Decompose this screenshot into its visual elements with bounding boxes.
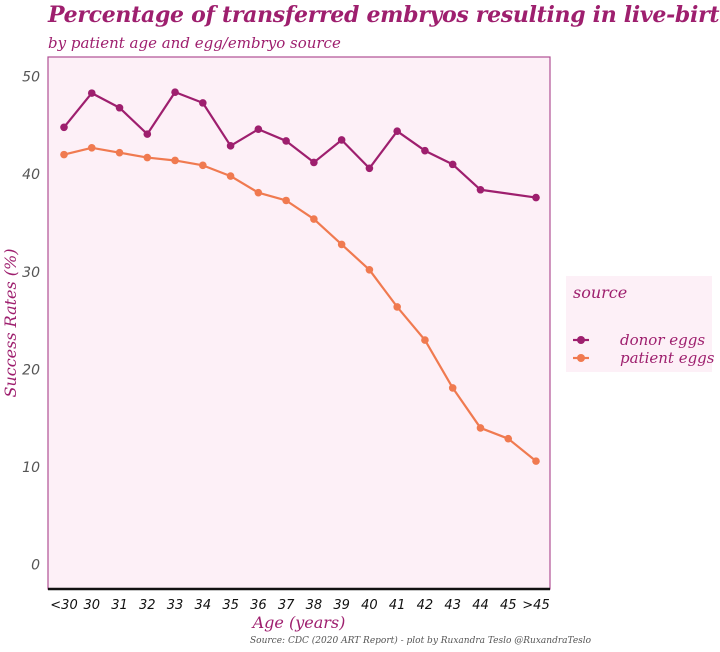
x-tick-label: 42: [417, 598, 434, 613]
data-point: [115, 103, 124, 112]
x-tick-label: 36: [250, 598, 267, 613]
y-tick-label: 30: [22, 265, 40, 281]
chart-title: Percentage of transferred embryos result…: [48, 2, 720, 28]
x-tick-label: <30: [50, 598, 77, 613]
data-point: [226, 142, 235, 150]
data-point: [254, 188, 263, 197]
legend-box: [566, 276, 712, 372]
data-point: [421, 146, 429, 155]
data-point: [532, 193, 540, 202]
x-tick-label: >45: [522, 598, 549, 613]
y-tick-label: 10: [22, 460, 40, 476]
y-tick-label: 20: [22, 362, 40, 378]
x-axis-ticks: <30 30 31 32 33 34 35 36 37 38 39 40 41 42 43 44 45 >45: [50, 598, 549, 613]
series-patient-eggs: [60, 143, 540, 465]
x-tick-label: 40: [361, 598, 378, 613]
legend-label: donor eggs: [620, 331, 705, 349]
data-point: [282, 137, 290, 145]
y-axis-label: Success Rates (%): [1, 249, 20, 398]
source-caption: Source: CDC (2020 ART Report) - plot by …: [250, 636, 592, 646]
data-point: [310, 215, 318, 223]
x-tick-label: 37: [278, 598, 295, 613]
data-point: [199, 161, 207, 170]
data-point: [448, 384, 457, 392]
x-tick-label: 35: [222, 598, 239, 613]
data-point: [87, 89, 96, 97]
data-point: [310, 158, 318, 167]
data-point: [282, 196, 290, 205]
data-point: [365, 164, 374, 173]
legend-label: patient eggs: [620, 349, 715, 367]
data-point: [115, 148, 124, 157]
legend-swatch-point: [577, 354, 585, 362]
x-tick-label: 32: [139, 598, 156, 613]
x-tick-label: 43: [444, 598, 461, 613]
legend-swatch-point: [577, 336, 585, 344]
data-point: [421, 336, 429, 344]
data-point: [60, 123, 68, 132]
data-point: [448, 160, 457, 169]
data-point: [393, 127, 401, 135]
y-tick-label: 0: [31, 558, 40, 574]
data-point: [60, 150, 68, 159]
data-point: [87, 143, 96, 152]
data-point: [532, 457, 540, 465]
x-tick-label: 41: [389, 598, 406, 613]
x-tick-label: 45: [500, 598, 517, 613]
x-tick-label: 33: [167, 598, 184, 613]
data-point: [226, 172, 235, 180]
data-point: [171, 88, 179, 96]
series-line: [63, 146, 537, 462]
data-point: [476, 424, 485, 432]
data-point: [171, 156, 179, 165]
data-point: [143, 153, 152, 162]
x-tick-label: 38: [306, 598, 323, 613]
plot-panel: [47, 56, 551, 590]
x-tick-label: 34: [195, 598, 212, 613]
data-point: [476, 185, 485, 194]
x-tick-label: 31: [111, 598, 128, 613]
x-tick-label: 39: [333, 598, 350, 613]
series-donor-eggs: [60, 88, 540, 202]
data-point: [393, 303, 401, 311]
data-point: [254, 125, 263, 134]
y-tick-label: 40: [22, 167, 40, 183]
data-point: [365, 266, 374, 274]
y-tick-label: 50: [22, 70, 40, 86]
x-axis-label: Age (years): [251, 613, 346, 632]
data-point: [337, 136, 346, 144]
x-tick-label: 30: [83, 598, 100, 613]
y-axis-ticks: 0 10 20 30 40 50: [22, 70, 40, 574]
data-point: [337, 240, 346, 249]
chart-subtitle: by patient age and egg/embryo source: [48, 34, 341, 52]
x-tick-label: 44: [472, 598, 489, 613]
data-point: [504, 434, 513, 443]
legend-title: source: [573, 283, 627, 302]
data-point: [199, 99, 207, 107]
series-layer: [60, 88, 540, 465]
data-point: [143, 130, 152, 138]
